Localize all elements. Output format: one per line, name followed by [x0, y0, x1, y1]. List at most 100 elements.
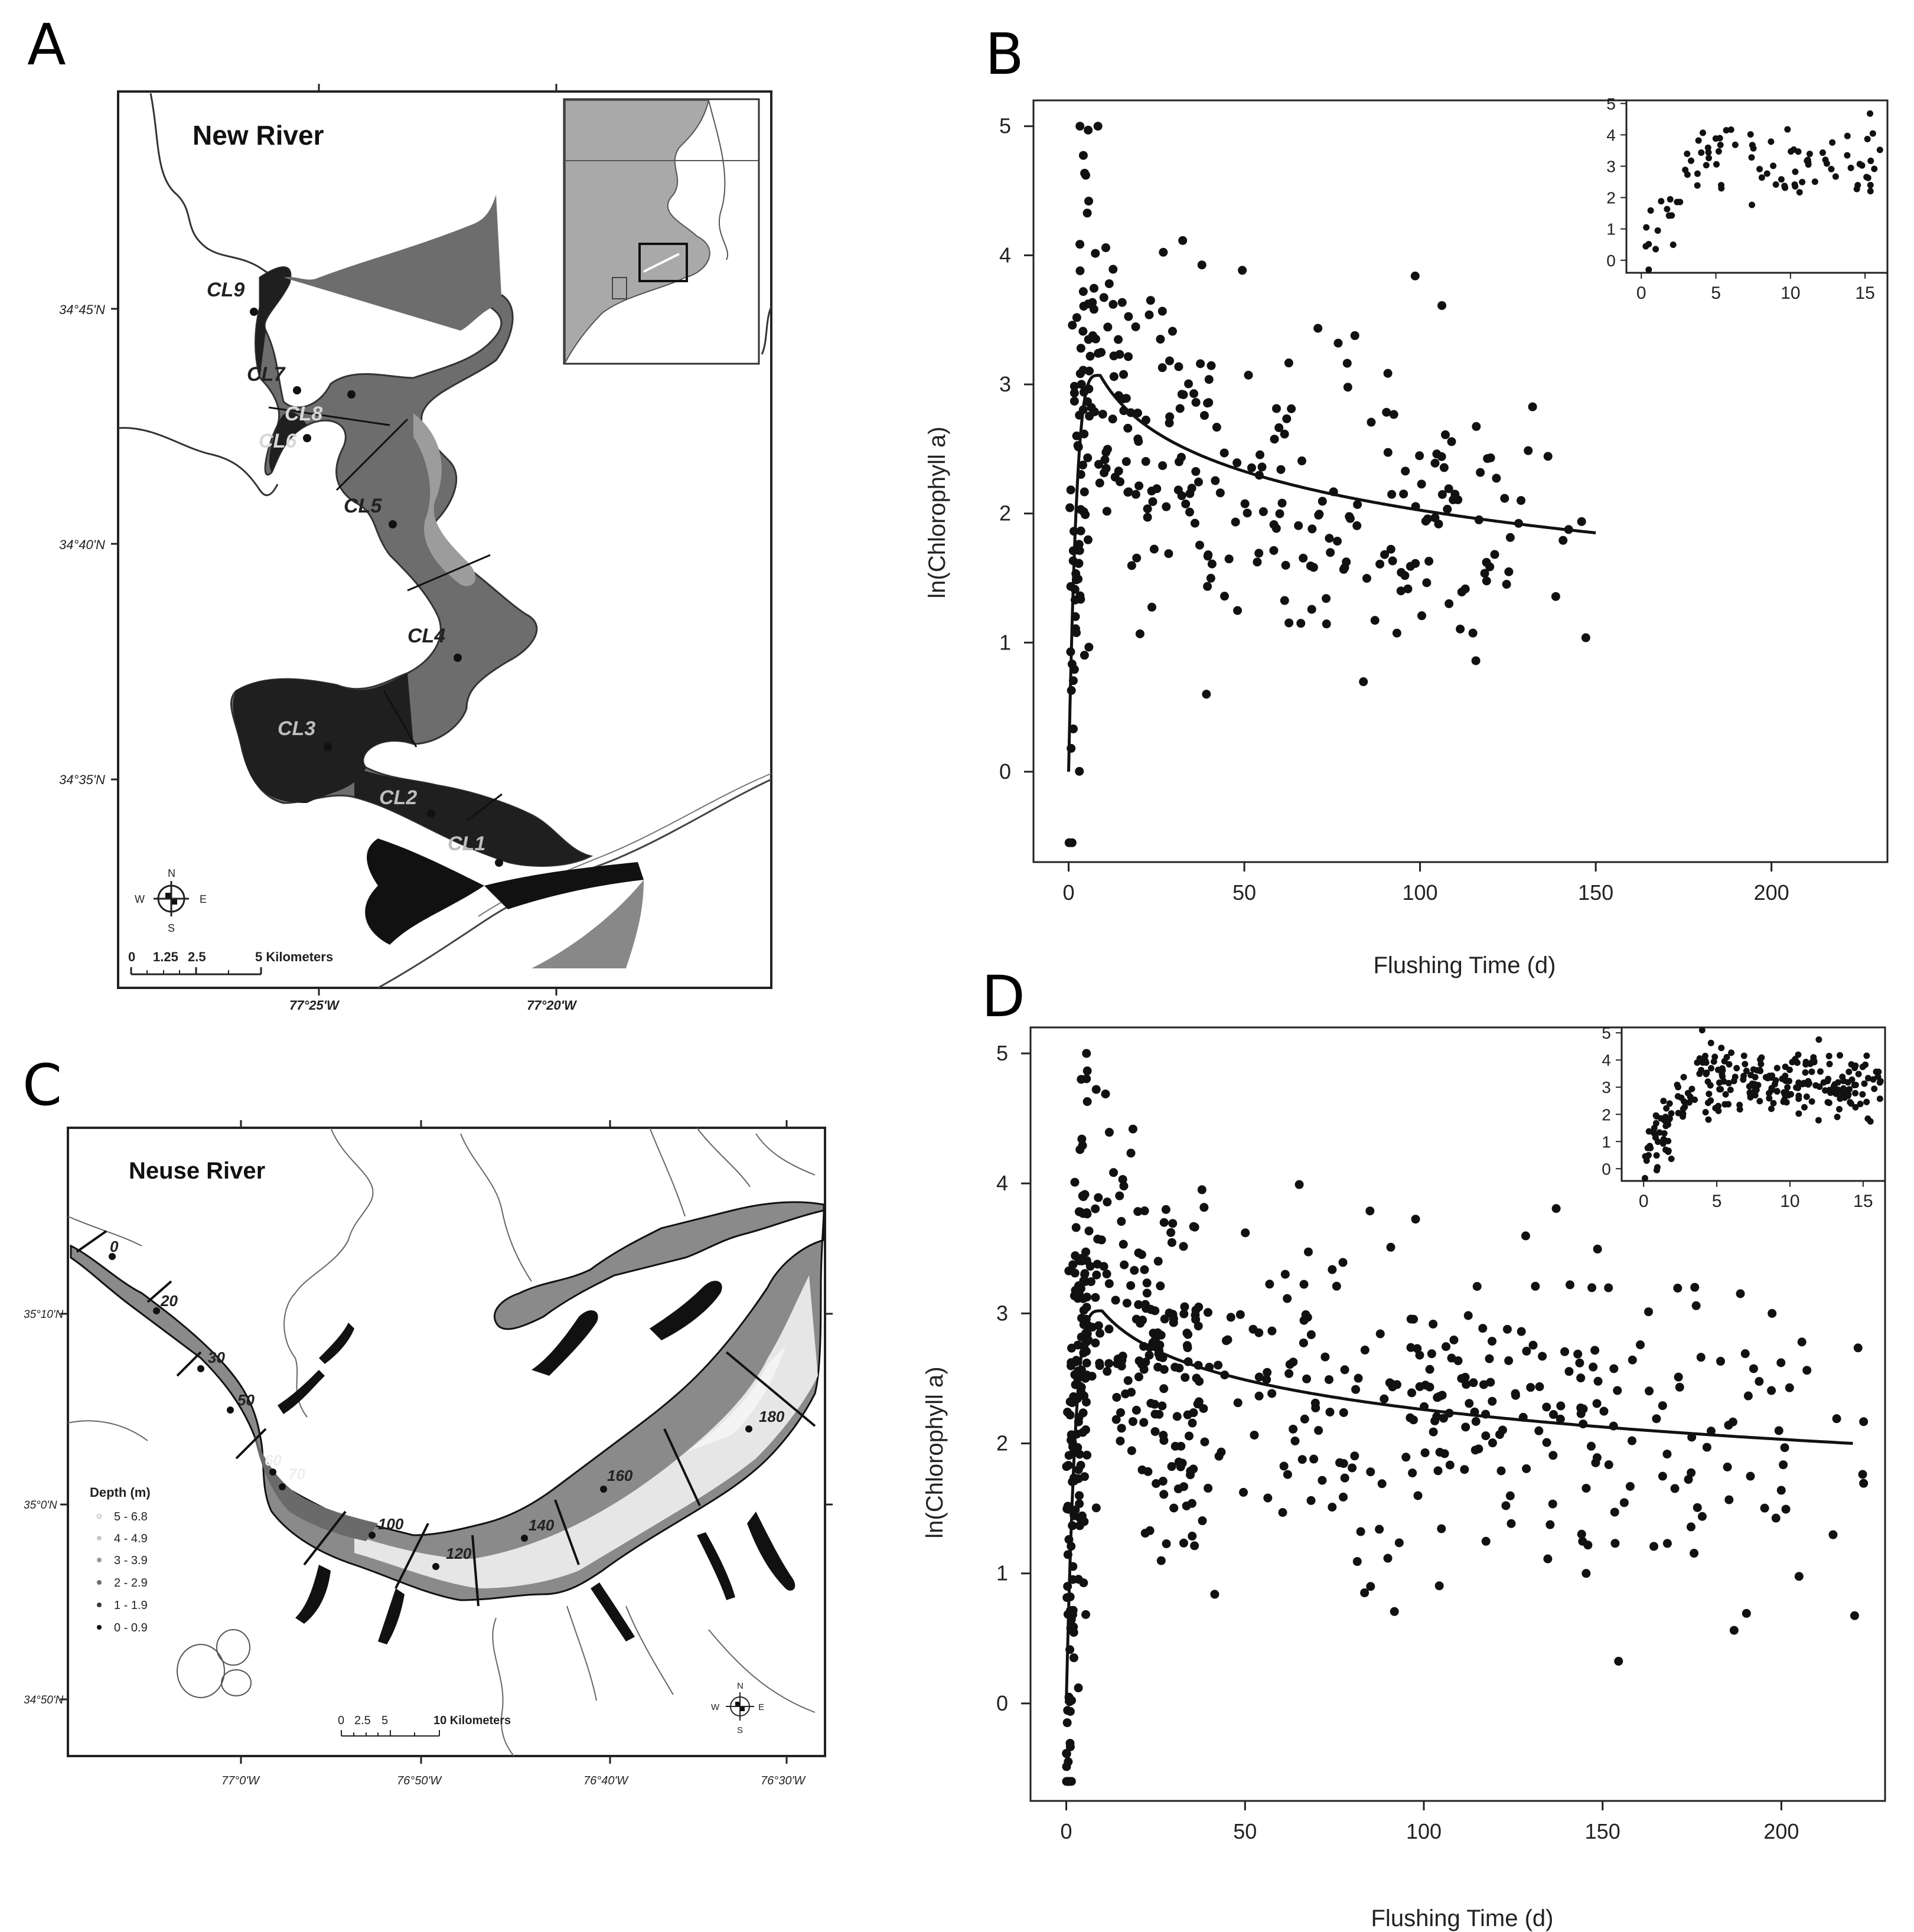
chart-b-inset-point: [1822, 156, 1829, 164]
chart-d-data-point: [1205, 1362, 1214, 1372]
chart-b-data-point: [1403, 584, 1413, 593]
chart-d-data-point: [1488, 1396, 1497, 1406]
chart-d-data-point: [1091, 1503, 1101, 1513]
chart-b-data-point: [1203, 399, 1212, 408]
km-label: 120: [446, 1545, 472, 1562]
chart-d-data-point: [1065, 1742, 1075, 1751]
chart-b-data-point: [1362, 573, 1371, 583]
chart-b-data-point: [1080, 429, 1089, 439]
chart-b-data-point: [1074, 575, 1083, 584]
chart-d-data-point: [1556, 1401, 1566, 1411]
chart-b-data-point: [1207, 559, 1217, 569]
chart-d-data-point: [1199, 1203, 1209, 1212]
chart-b-data-point: [1119, 394, 1128, 403]
chart-d-inset-point: [1802, 1080, 1809, 1087]
chart-d-inset-point: [1781, 1096, 1788, 1104]
chart-d-data-point: [1146, 1399, 1156, 1408]
chart-d-data-point: [1068, 1442, 1078, 1451]
chart-b-data-point: [1203, 551, 1212, 561]
chart-d-data-point: [1609, 1421, 1618, 1431]
chart-b-data-point: [1103, 445, 1112, 454]
chart-d-data-point: [1134, 1300, 1143, 1310]
chart-d-data-point: [1073, 1443, 1082, 1453]
chart-b-data-point: [1162, 502, 1171, 511]
chart-d-data-point: [1306, 1330, 1316, 1339]
chart-b-data-point: [1090, 407, 1099, 416]
chart-d-data-point: [1088, 1323, 1097, 1332]
chart-d-data-point: [1183, 1357, 1193, 1366]
chart-d-data-point: [1248, 1324, 1258, 1334]
chart-b-inset-point: [1677, 198, 1684, 205]
chart-d-data-point: [1560, 1347, 1570, 1356]
chart-d-data-point: [1522, 1346, 1531, 1356]
chart-d-data-point: [1158, 1353, 1168, 1362]
chart-d-inset-point: [1716, 1079, 1723, 1086]
chart-d-data-point: [1091, 1204, 1100, 1213]
chart-d-data-point: [1123, 1376, 1133, 1385]
chart-d-data-point: [1495, 1430, 1504, 1439]
chart-d-data-point: [1279, 1461, 1289, 1471]
chart-b-data-point: [1345, 514, 1355, 523]
chart-d-data-point: [1690, 1282, 1700, 1292]
chart-d-inset-point: [1852, 1062, 1859, 1069]
chart-d-data-point: [1141, 1357, 1150, 1367]
chart-d-data-point: [1078, 1408, 1088, 1418]
chart-d-inset-point: [1841, 1086, 1848, 1094]
chart-d-data-point: [1169, 1318, 1178, 1327]
chart-d-data-point: [1401, 1453, 1411, 1462]
chart-b-data-point: [1502, 580, 1511, 589]
chart-d-inset-point: [1841, 1094, 1848, 1101]
chart-d-inset-point: [1726, 1061, 1733, 1068]
chart-d-data-point: [1771, 1513, 1781, 1523]
chart-b-inset-y-tick-label: 1: [1606, 220, 1616, 239]
chart-b-data-point: [1401, 466, 1410, 476]
chart-d-inset-point: [1822, 1087, 1829, 1094]
chart-d-data-point: [1180, 1302, 1189, 1311]
chart-b-inset-y-tick-label: 4: [1606, 126, 1616, 144]
chart-d-data-point: [1082, 1097, 1092, 1107]
chart-d-data-point: [1142, 1288, 1152, 1298]
chart-d-data-point: [1328, 1502, 1337, 1512]
chart-b-inset-point: [1778, 176, 1785, 183]
chart-b-data-point: [1075, 410, 1084, 420]
station-label: CL9: [207, 279, 244, 301]
chart-d-inset-point: [1668, 1156, 1675, 1163]
chart-d-data-point: [1064, 1757, 1073, 1767]
chart-d-data-point: [1462, 1380, 1471, 1389]
chart-d-data-point: [1662, 1450, 1672, 1459]
chart-d-data-point: [1551, 1204, 1561, 1213]
chart-d-data-point: [1134, 1356, 1144, 1366]
map-a-compass: N S W E: [135, 867, 207, 934]
chart-d-data-point: [1078, 1191, 1087, 1200]
chart-b-data-point: [1081, 510, 1090, 520]
chart-d-inset-point: [1766, 1072, 1773, 1079]
chart-d-x-tick-label: 50: [1233, 1819, 1257, 1843]
chart-b-inset-point: [1706, 155, 1713, 162]
chart-d-data-point: [1221, 1336, 1231, 1346]
chart-d-data-point: [1285, 1360, 1295, 1369]
chart-b-data-point: [1505, 533, 1515, 542]
chart-b-data-point: [1375, 559, 1385, 569]
chart-b-data-point: [1406, 562, 1415, 571]
chart-b-data-point: [1148, 497, 1157, 507]
chart-d-data-point: [1069, 1628, 1078, 1637]
chart-b-data-point: [1066, 647, 1075, 657]
chart-d-data-point: [1069, 1392, 1078, 1401]
chart-d-inset-point: [1874, 1073, 1882, 1080]
chart-d-data-point: [1073, 1368, 1082, 1378]
chart-d-data-point: [1263, 1493, 1273, 1503]
chart-d-data-point: [1740, 1349, 1750, 1359]
chart-b-inset-point: [1772, 181, 1779, 188]
chart-b-data-point: [1100, 468, 1109, 478]
chart-d-data-point: [1140, 1300, 1150, 1309]
chart-b-data-point: [1380, 550, 1390, 559]
chart-d-data-point: [1065, 1397, 1075, 1406]
chart-b-inset-point: [1792, 168, 1799, 175]
chart-d-data-point: [1104, 1324, 1114, 1334]
svg-text:5 - 6.8: 5 - 6.8: [114, 1510, 148, 1523]
chart-d-data-point: [1453, 1356, 1463, 1366]
chart-d-inset-point: [1740, 1072, 1747, 1079]
chart-d-data-point: [1074, 1256, 1084, 1265]
chart-d-data-point: [1176, 1441, 1186, 1451]
chart-d-inset-point: [1844, 1092, 1851, 1099]
